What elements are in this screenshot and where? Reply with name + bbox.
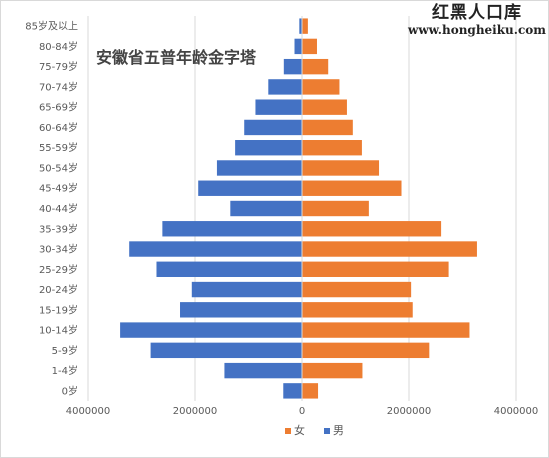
y-tick-label: 45-49岁 [39, 182, 78, 195]
bar-male [216, 160, 302, 176]
bar-female [302, 362, 363, 379]
bar-male [198, 180, 302, 196]
watermark: 红黑人口库 www.hongheiku.com [407, 3, 547, 38]
bar-male [283, 383, 302, 399]
legend-swatch [285, 428, 291, 434]
bar-female [302, 342, 430, 359]
y-tick-label: 35-39岁 [39, 222, 78, 235]
bar-male [255, 99, 302, 115]
bar-male [283, 58, 302, 75]
y-tick-label: 20-24岁 [39, 283, 78, 296]
bar-male [120, 322, 302, 338]
bar-female [302, 302, 413, 318]
y-tick-label: 55-59岁 [39, 141, 78, 154]
chart-title: 安徽省五普年龄金字塔 [96, 48, 257, 67]
bar-female [302, 180, 402, 196]
bar-female [302, 38, 317, 55]
bar-female [302, 58, 329, 75]
y-tick-label: 40-44岁 [39, 202, 78, 215]
x-tick-label: 2000000 [387, 406, 432, 417]
bar-male [294, 38, 302, 55]
bar-male [150, 342, 302, 359]
x-tick-label: 4000000 [494, 406, 539, 417]
bar-female [302, 383, 319, 399]
bar-male [268, 79, 302, 95]
x-tick-label: 2000000 [173, 406, 218, 417]
bar-female [302, 119, 353, 136]
y-tick-label: 5-9岁 [52, 344, 78, 357]
watermark-title: 红黑人口库 [432, 3, 522, 23]
y-tick-label: 30-34岁 [39, 243, 78, 256]
y-tick-label: 25-29岁 [39, 263, 78, 276]
bar-male [299, 18, 302, 34]
legend-label: 女 [294, 423, 305, 437]
bar-female [302, 99, 347, 115]
bar-female [302, 140, 362, 156]
bar-female [302, 241, 477, 257]
y-tick-label: 65-69岁 [39, 101, 78, 114]
legend-swatch [324, 428, 330, 434]
y-tick-label: 15-19岁 [39, 303, 78, 316]
y-tick-label: 1-4岁 [52, 364, 78, 377]
bar-male [180, 302, 302, 318]
axes: 0岁 1-4岁 5-9岁 10-14岁 15-19岁 20-24岁 25-29岁 30-34岁… [25, 16, 538, 417]
y-tick-label: 60-64岁 [39, 121, 78, 134]
bar-female [302, 281, 412, 298]
bar-male [129, 241, 302, 257]
bar-male [244, 119, 302, 136]
y-tick-label: 75-79岁 [39, 60, 78, 73]
y-tick-label: 80-84岁 [39, 40, 78, 53]
bar-female [302, 200, 369, 217]
bar-male [230, 200, 302, 217]
bar-female [302, 261, 449, 277]
y-tick-label: 70-74岁 [39, 80, 78, 93]
y-tick-label: 0岁 [62, 384, 78, 397]
bar-male [162, 221, 302, 237]
y-tick-label: 10-14岁 [39, 324, 78, 337]
bar-male [224, 362, 302, 379]
bar-female [302, 79, 340, 95]
x-tick-label: 4000000 [66, 406, 111, 417]
bar-female [302, 322, 470, 338]
y-tick-label: 85岁及以上 [25, 20, 78, 33]
bar-female [302, 221, 442, 237]
bar-male [235, 140, 302, 156]
y-tick-label: 50-54岁 [39, 161, 78, 174]
bar-male [191, 281, 302, 298]
watermark-url: www.hongheiku.com [408, 23, 546, 37]
bars [120, 18, 477, 399]
x-tick-label: 0 [299, 406, 305, 417]
bar-female [302, 18, 308, 34]
legend-label: 男 [333, 424, 344, 437]
bar-male [156, 261, 302, 277]
legend: 女男 [285, 423, 344, 437]
bar-female [302, 160, 380, 176]
